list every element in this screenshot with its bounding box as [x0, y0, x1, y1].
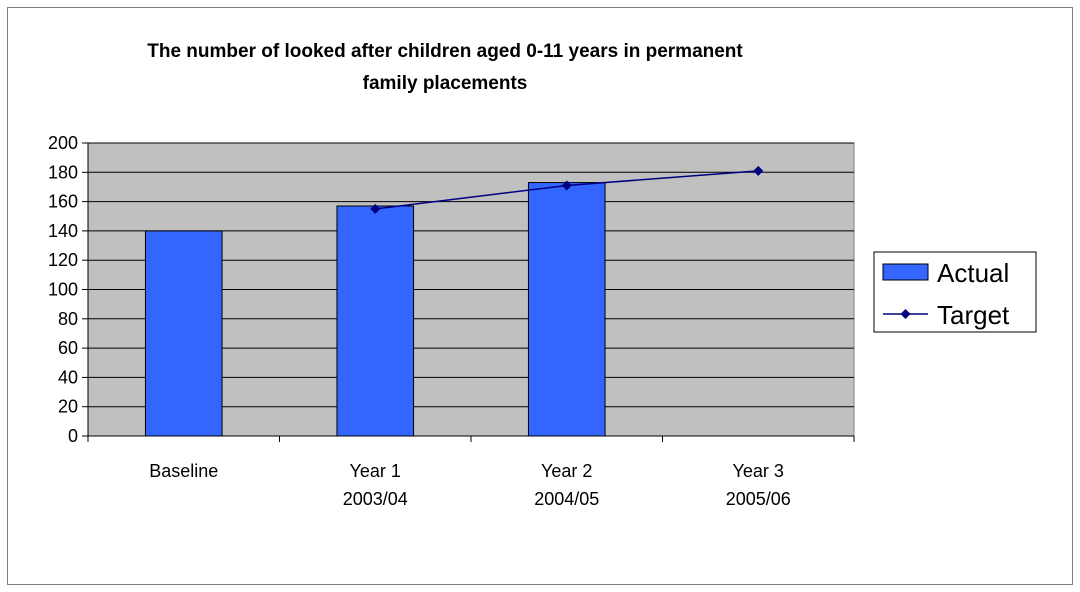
x-category-label: Baseline — [149, 461, 218, 481]
x-category-label: Year 2 — [541, 461, 592, 481]
x-category-label: Year 1 — [350, 461, 401, 481]
chart-title-line-2: family placements — [363, 73, 528, 94]
legend-swatch-actual — [882, 263, 929, 281]
y-tick-label: 100 — [48, 280, 78, 300]
y-tick-label: 0 — [68, 426, 78, 446]
legend-label-actual: Actual — [937, 258, 1009, 288]
point-target — [561, 180, 572, 191]
legend-marker-target — [900, 309, 911, 319]
chart-svg: The number of looked after children aged… — [48, 41, 1037, 509]
plot-area: 0 20 40 60 80 100 120 140 160 180 200 Baseline Year … — [48, 133, 855, 509]
y-tick-label: 180 — [48, 162, 78, 182]
chart-frame: The number of looked after children aged… — [7, 7, 1073, 585]
x-category-label: 2003/04 — [343, 489, 408, 509]
y-tick-label: 20 — [58, 397, 78, 417]
y-tick-label: 80 — [58, 309, 78, 329]
chart-title-line-1: The number of looked after children aged… — [147, 41, 743, 62]
x-category-label: Year 3 — [733, 461, 784, 481]
y-tick-label: 200 — [48, 133, 78, 153]
legend: Actual Target — [873, 251, 1037, 333]
point-target — [753, 165, 764, 176]
y-tick-label: 40 — [58, 367, 78, 387]
y-tick-label: 140 — [48, 221, 78, 241]
x-category-label: 2004/05 — [534, 489, 599, 509]
y-tick-label: 120 — [48, 250, 78, 270]
bar-actual — [144, 230, 223, 437]
y-tick-label: 60 — [58, 338, 78, 358]
point-target — [370, 203, 381, 214]
bar-actual — [336, 205, 415, 437]
bar-actual — [527, 182, 606, 437]
x-category-label: 2005/06 — [726, 489, 791, 509]
legend-label-target: Target — [937, 300, 1010, 330]
y-tick-label: 160 — [48, 192, 78, 212]
